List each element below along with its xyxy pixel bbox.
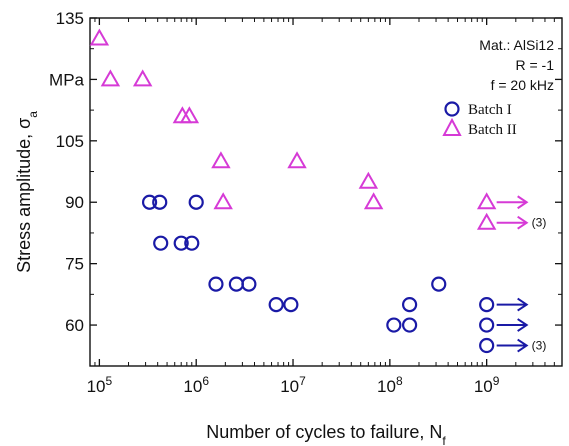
annotation: Mat.: AlSi12 R = -1 f = 20 kHz bbox=[479, 37, 554, 93]
y-tick-label: 60 bbox=[65, 316, 84, 335]
data-point-circle bbox=[283, 296, 299, 313]
runout-point-circle bbox=[479, 337, 495, 354]
data-point-circle bbox=[173, 235, 189, 251]
data-marks bbox=[89, 28, 447, 333]
x-tick-label: 106 bbox=[183, 374, 209, 396]
data-point-triangle bbox=[89, 28, 110, 46]
runout-arrow-head bbox=[517, 318, 529, 332]
x-tick-label: 108 bbox=[377, 374, 403, 396]
y-tick-label: 105 bbox=[56, 132, 84, 151]
legend: Batch I Batch II bbox=[442, 101, 517, 138]
data-point-triangle bbox=[132, 69, 153, 87]
runout-point-circle bbox=[479, 296, 495, 313]
data-point-circle bbox=[402, 317, 418, 333]
data-point-triangle bbox=[211, 151, 231, 169]
runout-count-label: (3) bbox=[532, 216, 547, 230]
runout-arrows bbox=[476, 192, 529, 354]
legend-label-batch-2: Batch II bbox=[468, 122, 517, 138]
data-point-circle bbox=[184, 235, 200, 251]
y-tick-label: MPa bbox=[49, 70, 85, 89]
legend-label-batch-1: Batch I bbox=[468, 102, 512, 118]
y-axis: 60 75 90 105 MPa 135 bbox=[49, 9, 562, 335]
runout-arrow-head bbox=[517, 195, 529, 210]
data-point-triangle bbox=[100, 69, 121, 87]
data-point-triangle bbox=[358, 171, 379, 189]
annotation-line-1: Mat.: AlSi12 bbox=[479, 37, 554, 53]
legend-circle-marker bbox=[444, 101, 460, 117]
runout-arrow-head bbox=[517, 297, 529, 312]
runout-point-triangle bbox=[476, 212, 497, 230]
runout-point-triangle bbox=[476, 192, 497, 210]
data-point-circle bbox=[402, 296, 418, 313]
data-point-circle bbox=[153, 235, 169, 251]
runout-count-label: (3) bbox=[532, 339, 547, 353]
data-point-circle bbox=[386, 317, 402, 333]
x-tick-label: 107 bbox=[280, 374, 306, 396]
data-point-triangle bbox=[287, 151, 307, 169]
data-point-triangle bbox=[363, 192, 384, 210]
x-tick-label: 105 bbox=[87, 374, 113, 396]
x-tick-label: 109 bbox=[474, 374, 500, 396]
y-tick-label: 90 bbox=[65, 193, 84, 212]
data-point-circle bbox=[188, 194, 204, 210]
legend-triangle-marker bbox=[442, 117, 462, 136]
x-axis: 105 106 107 108 109 bbox=[87, 18, 563, 396]
data-point-triangle bbox=[179, 106, 200, 124]
runout-arrow-head bbox=[517, 338, 529, 353]
data-point-circle bbox=[268, 296, 284, 313]
y-axis-title: Stress amplitude, σa bbox=[14, 111, 40, 273]
data-point-circle bbox=[208, 276, 224, 292]
data-point-triangle bbox=[213, 192, 233, 210]
runout-arrow-head bbox=[517, 215, 529, 230]
plot-area bbox=[89, 17, 563, 367]
y-tick-label: 75 bbox=[65, 255, 84, 274]
x-axis-title: Number of cycles to failure, Nf bbox=[206, 422, 446, 446]
runout-notes: (3) (3) bbox=[532, 216, 547, 353]
data-point-circle bbox=[431, 276, 447, 292]
data-point-circle bbox=[141, 194, 158, 210]
y-tick-label: 135 bbox=[56, 9, 84, 28]
data-point-circle bbox=[152, 194, 168, 210]
annotation-line-3: f = 20 kHz bbox=[491, 77, 554, 93]
annotation-line-2: R = -1 bbox=[515, 57, 554, 73]
data-point-circle bbox=[241, 276, 257, 292]
runout-point-circle bbox=[479, 317, 495, 333]
